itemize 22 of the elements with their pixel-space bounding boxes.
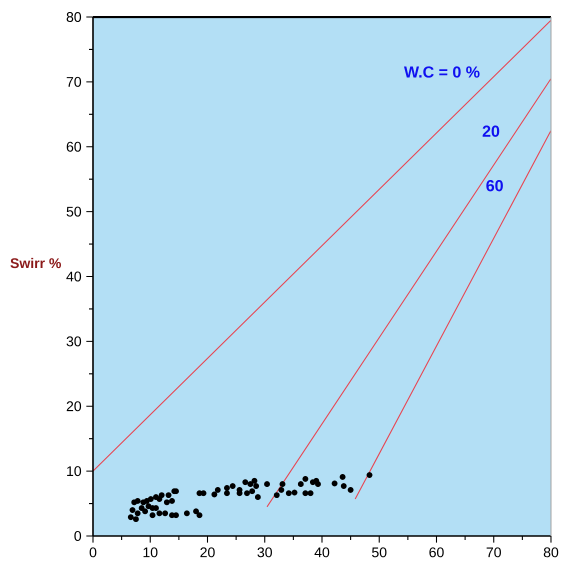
x-tick-label: 70 — [486, 547, 501, 558]
x-tick-label: 60 — [429, 547, 444, 558]
x-tick-label: 10 — [144, 547, 158, 558]
x-tick-label: 20 — [200, 547, 215, 558]
y-tick-label: 50 — [66, 206, 82, 217]
x-tick-label: 80 — [544, 547, 558, 558]
annotation: 60 — [486, 180, 503, 192]
y-tick-label: 30 — [66, 336, 82, 346]
y-tick-label: 20 — [66, 401, 82, 412]
x-tick-label: 50 — [372, 547, 386, 558]
y-tick-label: 60 — [66, 142, 82, 152]
y-axis-title: Swirr % — [10, 258, 61, 268]
x-tick-label: 0 — [90, 547, 96, 558]
y-tick-label: 80 — [66, 12, 82, 22]
annotation: W.C = 0 % — [404, 66, 480, 78]
annotation: 20 — [482, 126, 500, 137]
x-tick-label: 40 — [314, 547, 330, 558]
x-tick-label: 30 — [257, 547, 272, 558]
y-tick-label: 70 — [66, 76, 82, 87]
y-tick-label: 40 — [66, 272, 82, 282]
y-tick-label: 10 — [67, 466, 82, 476]
y-tick-label: 0 — [74, 531, 82, 541]
